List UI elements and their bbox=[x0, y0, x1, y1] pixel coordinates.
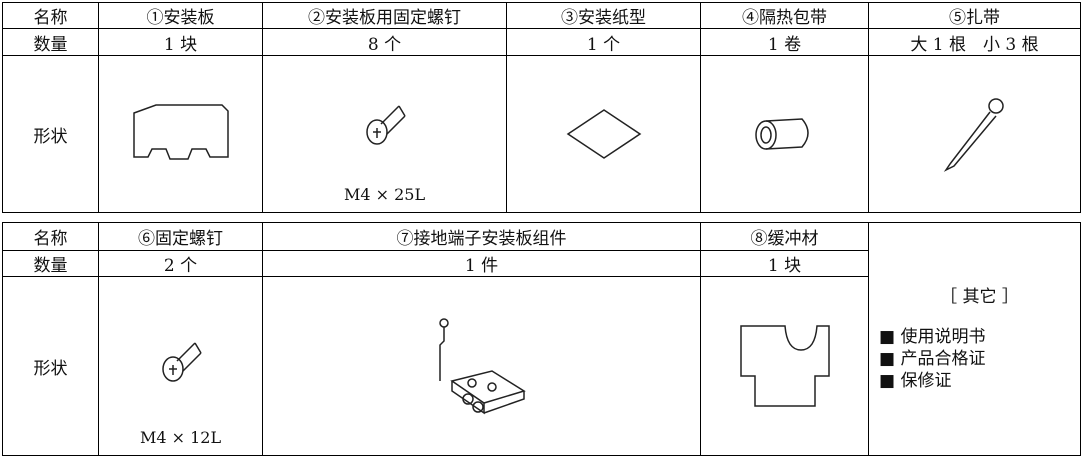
cell: 名称 bbox=[2, 222, 99, 251]
screw-icon bbox=[161, 342, 202, 382]
cell: ⑧缓冲材 bbox=[700, 222, 869, 251]
cell: 1 块 bbox=[700, 250, 869, 277]
cell: M4 × 12L bbox=[98, 276, 263, 456]
screw-icon bbox=[365, 105, 406, 145]
cell bbox=[700, 276, 869, 456]
cell: 2 个 bbox=[98, 250, 263, 277]
accessory-table-2: 名称 ⑥固定螺钉 ⑦接地端子安装板组件 ⑧缓冲材 ［ 其它 ］ ■ 使用说明书 … bbox=[2, 222, 1081, 456]
cell: 形状 bbox=[2, 276, 99, 456]
cell: 1 卷 bbox=[700, 28, 869, 56]
cell: ⑥固定螺钉 bbox=[98, 222, 263, 251]
cell: ①安装板 bbox=[98, 2, 263, 29]
cell: 大 1 根 小 3 根 bbox=[868, 28, 1081, 56]
cell: 数量 bbox=[2, 250, 99, 277]
cell: 1 块 bbox=[98, 28, 263, 56]
other-item: ■ 保修证 bbox=[879, 371, 952, 391]
insulation-tape-icon bbox=[754, 118, 809, 150]
ground-terminal-icon bbox=[438, 318, 526, 415]
cell: M4 × 25L bbox=[262, 55, 507, 213]
cell: 1 个 bbox=[506, 28, 701, 56]
other-item: ■ 产品合格证 bbox=[879, 349, 986, 369]
template-icon bbox=[566, 109, 641, 159]
cell: 形状 bbox=[2, 55, 99, 213]
mounting-plate-icon bbox=[132, 104, 229, 160]
cell bbox=[506, 55, 701, 213]
cell: ⑤扎带 bbox=[868, 2, 1081, 29]
cell: 名称 bbox=[2, 2, 99, 29]
cell bbox=[262, 276, 701, 456]
screw-size: M4 × 12L bbox=[139, 428, 222, 447]
cable-tie-icon bbox=[943, 98, 1004, 172]
other-cell: ［ 其它 ］ ■ 使用说明书 ■ 产品合格证 ■ 保修证 bbox=[868, 222, 1081, 456]
other-title: ［ 其它 ］ bbox=[940, 287, 1019, 307]
cell: ②安装板用固定螺钉 bbox=[262, 2, 507, 29]
cell: ④隔热包带 bbox=[700, 2, 869, 29]
cell bbox=[98, 55, 263, 213]
cell: ⑦接地端子安装板组件 bbox=[262, 222, 701, 251]
cell: 数量 bbox=[2, 28, 99, 56]
other-item: ■ 使用说明书 bbox=[879, 327, 986, 347]
screw-size: M4 × 25L bbox=[343, 185, 426, 204]
cushion-icon bbox=[739, 325, 830, 407]
cell: 8 个 bbox=[262, 28, 507, 56]
cell bbox=[700, 55, 869, 213]
cell: 1 件 bbox=[262, 250, 701, 277]
accessory-table-1: 名称 ①安装板 ②安装板用固定螺钉 ③安装纸型 ④隔热包带 ⑤扎带 数量 1 块… bbox=[2, 2, 1081, 213]
cell bbox=[868, 55, 1081, 213]
cell: ③安装纸型 bbox=[506, 2, 701, 29]
